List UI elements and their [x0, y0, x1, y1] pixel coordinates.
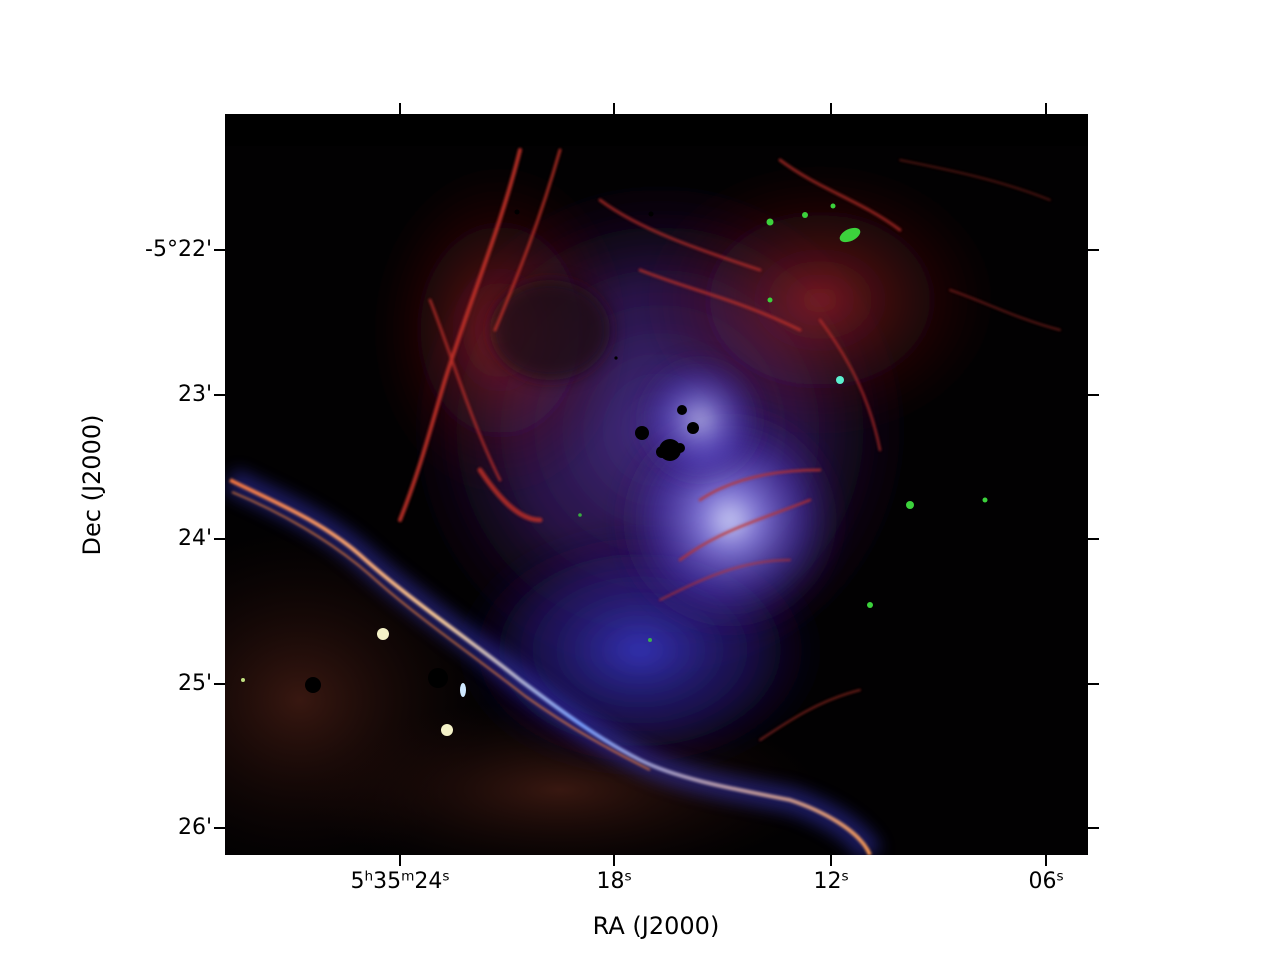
- nebula-image: [225, 114, 1088, 855]
- dec-tick-label: 24': [177, 526, 212, 551]
- y-axis-title: Dec (J2000): [78, 414, 106, 556]
- dec-tick-label: 25': [177, 671, 212, 696]
- dec-tick-label: -5°22': [145, 237, 212, 262]
- ra-tick-label: 12s: [813, 868, 849, 894]
- ra-tick-label: 06s: [1028, 868, 1064, 894]
- dec-tick-label: 26': [177, 815, 212, 840]
- ra-tick-label: 5h35m24s: [350, 868, 450, 894]
- ra-tick-label: 18s: [596, 868, 632, 894]
- dec-tick-label: 23': [177, 382, 212, 407]
- dec-ticks: [214, 249, 1099, 829]
- x-axis-title: RA (J2000): [592, 912, 720, 940]
- ra-ticks: [399, 103, 1047, 866]
